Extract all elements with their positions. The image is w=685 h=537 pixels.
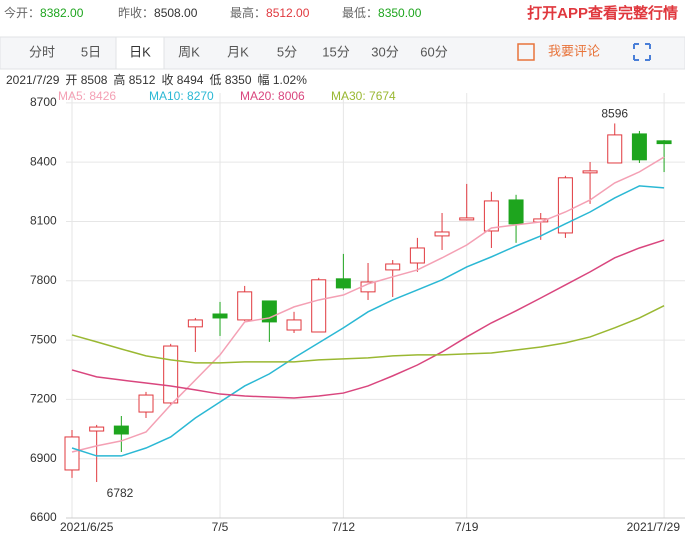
- info-item: 低 8350: [209, 73, 251, 87]
- tab[interactable]: 周K: [178, 44, 200, 59]
- y-tick-label: 7800: [30, 273, 57, 287]
- info-item: 高 8512: [113, 72, 155, 87]
- candle-body: [434, 231, 450, 237]
- quote-item: 最高：8512.00: [230, 5, 310, 20]
- y-tick-label: 7200: [30, 392, 57, 406]
- app-link[interactable]: 打开APP查看完整行情: [527, 4, 678, 22]
- ma-line: [71, 156, 665, 453]
- info-item: 2021/7/29: [6, 73, 60, 87]
- quote-item: 最低：8350.00: [342, 6, 422, 20]
- candle-body: [335, 278, 351, 289]
- quote-label: 昨收：: [118, 6, 154, 20]
- candle-body: [631, 133, 647, 161]
- quote-value: 8350.00: [378, 6, 422, 20]
- y-tick-label: 8100: [30, 214, 57, 228]
- x-tick-label: 7/12: [332, 520, 356, 534]
- ma-line: [71, 185, 665, 457]
- quote-value: 8508.00: [154, 6, 198, 20]
- comment-icon[interactable]: [517, 43, 535, 61]
- legend-entry: MA10: 8270: [149, 89, 214, 103]
- low-annotation: 6782: [107, 486, 134, 500]
- x-tick-label: 7/5: [212, 520, 229, 534]
- candle-body: [64, 436, 80, 471]
- y-tick-label: 8700: [30, 95, 57, 109]
- candle-body: [311, 279, 327, 333]
- x-tick-label: 2021/7/29: [627, 520, 681, 534]
- candle-body: [163, 345, 179, 404]
- fullscreen-icon[interactable]: [633, 43, 651, 61]
- y-tick-label: 6600: [30, 510, 57, 524]
- quote-label: 最低：: [342, 6, 378, 20]
- candle-body: [459, 217, 475, 221]
- candle-body: [483, 200, 499, 232]
- high-annotation: 8596: [601, 107, 628, 121]
- candle-body: [286, 319, 302, 331]
- comment-button[interactable]: 我要评论: [548, 43, 600, 58]
- tab[interactable]: 分时: [29, 44, 55, 59]
- candle-body: [385, 263, 401, 271]
- candle-body: [212, 313, 228, 319]
- quote-item: 昨收：8508.00: [118, 6, 198, 20]
- tab[interactable]: 5分: [277, 44, 297, 59]
- ma-line: [71, 305, 665, 364]
- info-item: 开 8508: [65, 73, 107, 87]
- candle-body: [237, 291, 253, 321]
- legend-entry: MA30: 7674: [331, 89, 396, 103]
- candle-body: [89, 426, 105, 432]
- y-tick-label: 6900: [30, 451, 57, 465]
- legend-entry: MA20: 8006: [240, 89, 305, 103]
- quote-value: 8382.00: [40, 6, 84, 20]
- candle-body: [557, 177, 573, 234]
- active-tab: [115, 36, 165, 70]
- quote-label: 最高：: [230, 5, 266, 20]
- x-tick-label: 2021/6/25: [60, 520, 114, 534]
- y-tick-label: 8400: [30, 154, 57, 168]
- y-tick-label: 7500: [30, 332, 57, 346]
- quote-label: 今开：: [4, 5, 40, 20]
- ma-line: [71, 239, 665, 399]
- tab-bar: [0, 36, 685, 70]
- tab[interactable]: 日K: [129, 44, 151, 59]
- tab[interactable]: 15分: [322, 44, 349, 59]
- quote-item: 今开：8382.00: [4, 5, 84, 20]
- candle-body: [508, 199, 524, 225]
- tab[interactable]: 30分: [371, 44, 398, 59]
- candle-body: [409, 247, 425, 264]
- candle-body: [187, 319, 203, 328]
- x-tick-label: 7/19: [455, 520, 479, 534]
- tab[interactable]: 5日: [81, 44, 101, 59]
- tab[interactable]: 60分: [420, 44, 447, 59]
- candle-body: [138, 394, 154, 413]
- info-item: 收 8494: [161, 73, 203, 87]
- quote-value: 8512.00: [266, 6, 310, 20]
- candle-body: [607, 134, 623, 164]
- tab[interactable]: 月K: [227, 44, 249, 59]
- candle-body: [656, 140, 672, 145]
- info-item: 幅 1.02%: [258, 72, 308, 87]
- legend-entry: MA5: 8426: [58, 89, 116, 103]
- candle-body: [582, 170, 598, 174]
- candle-body: [113, 425, 129, 435]
